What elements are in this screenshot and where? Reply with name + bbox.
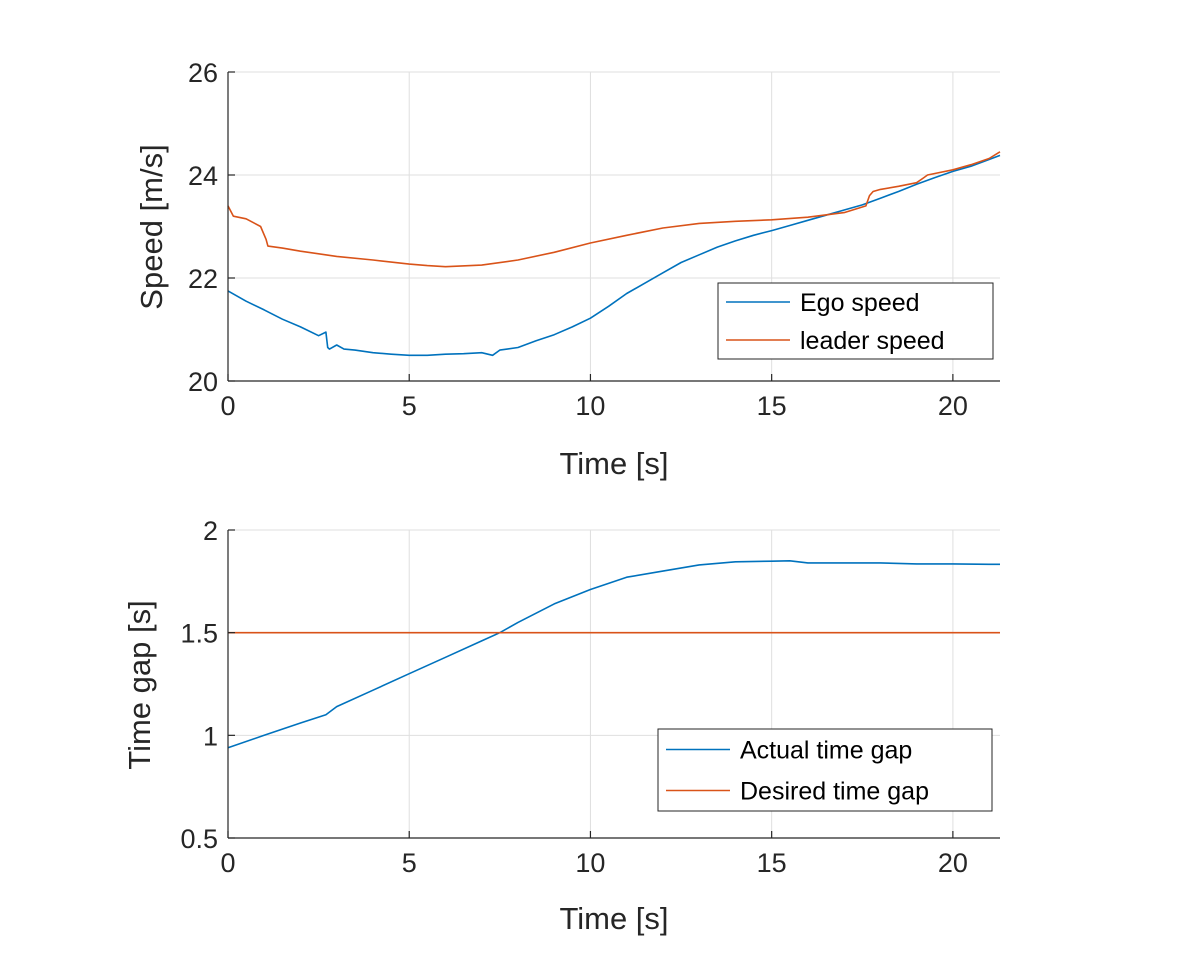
speed-chart-xtick-label-2: 10 bbox=[575, 391, 605, 421]
time-gap-chart-legend-box bbox=[657, 728, 993, 812]
time-gap-chart-ytick-label-1: 1 bbox=[203, 721, 218, 751]
time-gap-chart-ytick-label-3: 2 bbox=[203, 516, 218, 546]
time-gap-chart-xtick-label-3: 15 bbox=[757, 848, 787, 878]
speed-chart: 0 5 10 15 20 20 22 24 26 Time [s] Speed [m/s] Eg… bbox=[134, 58, 1001, 481]
time-gap-chart-ytick-label-2: 1.5 bbox=[180, 619, 218, 649]
speed-chart-series bbox=[227, 151, 1001, 357]
speed-chart-series-leader-speed bbox=[227, 151, 1001, 268]
time-gap-chart-xtick-label-1: 5 bbox=[402, 848, 417, 878]
speed-chart-series-ego-speed bbox=[227, 154, 1001, 357]
time-gap-chart-series-actual-time-gap bbox=[227, 559, 1000, 749]
speed-chart-ticks: 0 5 10 15 20 20 22 24 26 bbox=[188, 58, 968, 421]
time-gap-chart-xtick-label-0: 0 bbox=[220, 848, 235, 878]
speed-chart-legend-label-1: leader speed bbox=[800, 327, 945, 355]
time-gap-chart-axes bbox=[227, 530, 1000, 839]
speed-chart-xtick-label-4: 20 bbox=[938, 391, 968, 421]
time-gap-chart-xtick-label-2: 10 bbox=[575, 848, 605, 878]
speed-chart-axes bbox=[227, 72, 1000, 382]
speed-chart-ytick-label-2: 24 bbox=[188, 161, 218, 191]
time-gap-chart-series bbox=[227, 559, 1000, 749]
time-gap-chart-ylabel: Time gap [s] bbox=[122, 600, 157, 769]
speed-chart-legend: Ego speed leader speed bbox=[717, 282, 994, 360]
speed-chart-legend-label-0: Ego speed bbox=[800, 289, 920, 317]
time-gap-chart-legend-label-0: Actual time gap bbox=[740, 737, 912, 765]
time-gap-chart-legend-label-1: Desired time gap bbox=[740, 778, 929, 806]
time-gap-chart-ticks: 0 5 10 15 20 0.5 1 1.5 2 bbox=[180, 516, 967, 878]
speed-chart-grid bbox=[228, 71, 1000, 381]
time-gap-chart-xlabel: Time [s] bbox=[559, 901, 668, 936]
speed-chart-xtick-label-0: 0 bbox=[220, 391, 235, 421]
speed-chart-ytick-label-0: 20 bbox=[188, 367, 218, 397]
speed-chart-legend-box bbox=[717, 282, 994, 360]
speed-chart-xtick-label-3: 15 bbox=[757, 391, 787, 421]
time-gap-chart-xtick-label-4: 20 bbox=[938, 848, 968, 878]
speed-chart-ytick-label-1: 22 bbox=[188, 264, 218, 294]
speed-chart-xlabel: Time [s] bbox=[559, 446, 668, 481]
speed-chart-ytick-label-3: 26 bbox=[188, 58, 218, 88]
speed-chart-ylabel: Speed [m/s] bbox=[134, 144, 169, 309]
speed-chart-xtick-label-1: 5 bbox=[402, 391, 417, 421]
time-gap-chart-legend: Actual time gap Desired time gap bbox=[657, 728, 993, 812]
time-gap-chart: 0 5 10 15 20 0.5 1 1.5 2 Time [s] Time gap [s] A… bbox=[122, 516, 1000, 936]
time-gap-chart-ytick-label-0: 0.5 bbox=[180, 824, 218, 854]
